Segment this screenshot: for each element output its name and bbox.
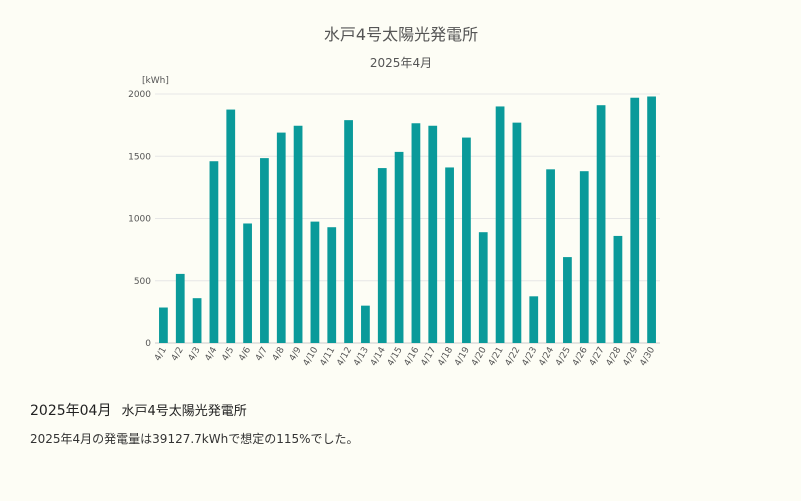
x-tick-label: 4/5 [220,346,236,364]
x-tick-label: 4/27 [588,346,607,369]
bar-4/23 [529,296,539,343]
report-summary: 2025年4月の発電量は39127.7kWhで想定の115%でした。 [30,432,359,446]
y-tick-label: 1500 [128,152,151,162]
y-tick-label: 2000 [128,90,151,100]
x-tick-label: 4/24 [537,345,556,368]
bar-4/7 [260,158,269,343]
x-tick-label: 4/1 [153,346,169,364]
bar-4/29 [630,97,640,343]
bar-4/17 [428,125,438,343]
bar-4/18 [445,167,454,343]
x-tick-label: 4/20 [470,345,489,368]
x-tick-label: 4/4 [204,345,220,363]
bar-4/27 [596,105,606,343]
generation-bar-chart: 水戸4号太陽光発電所 2025年4月 [kWh] 0 500 1000 1500 200… [128,25,660,368]
report-plant-name: 水戸4号太陽光発電所 [121,404,247,419]
x-tick-label: 4/18 [436,345,455,368]
bar-4/13 [361,305,370,343]
bar-4/20 [478,232,488,343]
bar-4/5 [226,109,236,343]
bar-4/21 [495,106,505,343]
chart-title: 水戸4号太陽光発電所 [324,25,478,44]
x-tick-label: 4/8 [271,345,287,363]
x-tick-label: 4/16 [403,345,422,368]
x-tick-label: 4/7 [254,346,270,364]
x-tick-label: 4/21 [487,346,506,369]
x-tick-label: 4/2 [170,346,186,364]
bar-4/22 [512,122,522,343]
bar-4/4 [209,161,219,343]
bar-4/15 [394,151,404,343]
y-tick-label: 0 [145,339,151,349]
y-axis-unit: [kWh] [142,76,169,86]
bar-4/16 [411,123,421,343]
bar-4/19 [462,137,471,343]
chart-subtitle: 2025年4月 [370,56,432,70]
x-tick-label: 4/26 [571,345,590,368]
bar-4/3 [192,298,202,343]
x-tick-label: 4/3 [187,346,203,364]
bar-4/8 [276,132,286,343]
bar-4/6 [243,223,252,343]
bar-4/9 [293,125,303,343]
gridlines [155,93,660,344]
x-tick-label: 4/22 [504,346,523,369]
y-axis-ticks: 0 500 1000 1500 2000 [128,90,151,349]
x-tick-label: 4/10 [302,345,321,368]
x-tick-label: 4/6 [237,345,253,363]
x-tick-label: 4/11 [319,346,338,369]
bar-4/25 [563,257,572,343]
x-tick-label: 4/17 [420,346,439,369]
bar-4/2 [175,273,185,343]
bar-4/28 [613,235,623,343]
x-tick-label: 4/29 [622,345,641,368]
bar-4/1 [159,307,168,343]
report-heading: 2025年04月 水戸4号太陽光発電所 [30,400,247,420]
x-tick-label: 4/9 [288,345,304,363]
x-tick-label: 4/15 [386,346,405,369]
x-tick-label: 4/12 [335,346,354,369]
y-tick-label: 1000 [128,215,151,225]
x-tick-label: 4/28 [605,345,624,368]
bar-4/12 [344,120,353,344]
bar-4/30 [647,96,656,344]
bar-4/24 [546,169,555,343]
bar-4/14 [377,168,387,343]
x-axis-ticks: 4/1 4/2 4/3 4/4 4/5 4/6 4/7 4/8 4/94/104/114/124… [153,345,657,368]
x-tick-label: 4/14 [369,345,388,368]
y-tick-label: 500 [134,277,151,287]
bar-4/10 [310,221,320,343]
x-tick-label: 4/19 [453,345,472,368]
bar-4/26 [579,171,589,343]
bar-4/11 [327,227,337,343]
x-tick-label: 4/23 [521,346,540,369]
x-tick-label: 4/25 [554,346,573,369]
x-tick-label: 4/30 [638,345,657,368]
bars [159,96,656,344]
x-tick-label: 4/13 [352,346,371,369]
report-period: 2025年04月 [30,403,112,419]
